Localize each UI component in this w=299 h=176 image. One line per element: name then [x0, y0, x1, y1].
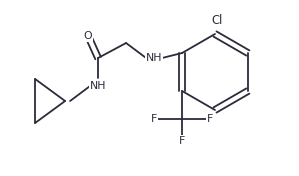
Text: O: O: [84, 31, 92, 41]
Text: F: F: [207, 114, 213, 124]
Text: F: F: [151, 114, 157, 124]
Text: NH: NH: [146, 53, 162, 63]
Text: Cl: Cl: [211, 14, 223, 27]
Text: F: F: [179, 136, 185, 146]
Text: NH: NH: [90, 81, 106, 91]
